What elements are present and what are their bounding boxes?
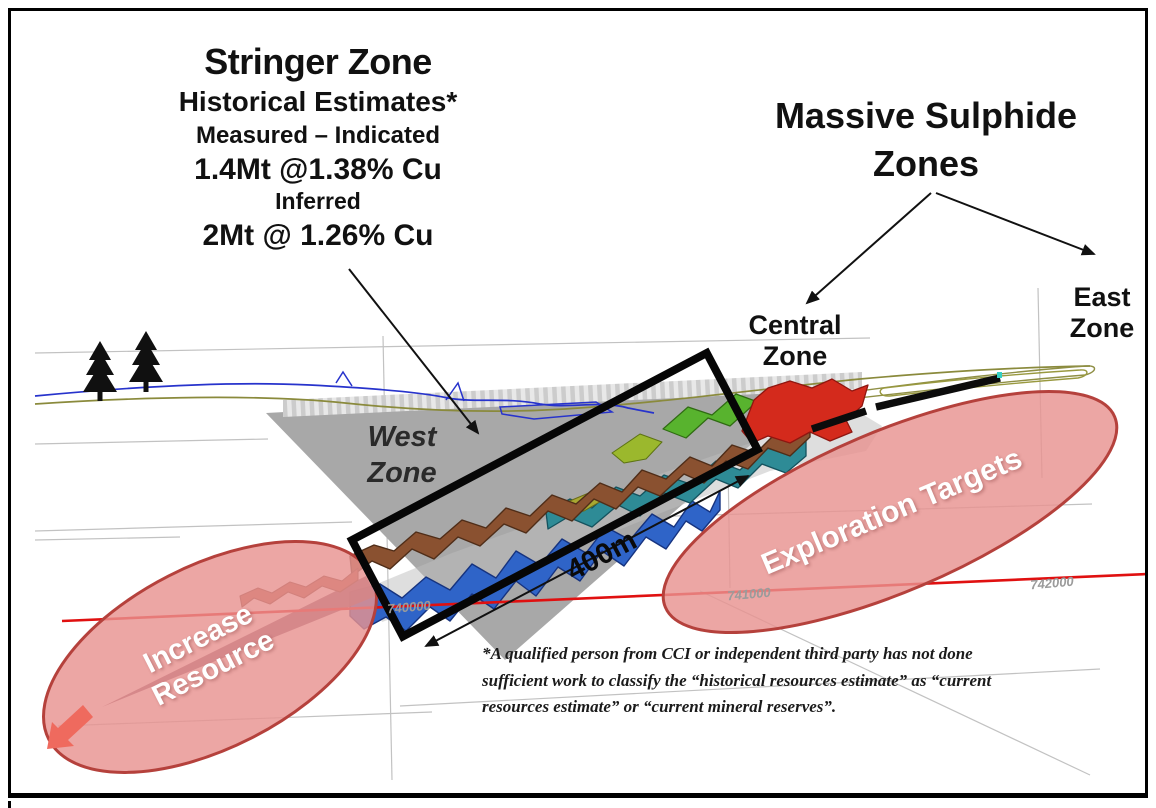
massive-sulphide-line2: Zones [872, 143, 980, 184]
disclaimer-line: resources estimate” or “current mineral … [482, 697, 837, 716]
drift-end-marker [997, 372, 1002, 378]
stringer-estimates-block: Stringer Zone Historical Estimates* Meas… [158, 41, 478, 252]
red-sulphide-body [741, 378, 869, 444]
annotation-arrows [348, 192, 1096, 647]
inferred-label: Inferred [275, 188, 361, 215]
qualified-person-disclaimer: *A qualified person from CCI or independ… [482, 641, 1027, 721]
stringer-subtitle: Historical Estimates* [178, 86, 458, 118]
increase-resource-arrow-icon [47, 705, 93, 749]
measured-indicated-value: 1.4Mt @1.38% Cu [194, 152, 442, 186]
massive-sulphide-line1: Massive Sulphide [774, 95, 1078, 136]
pit-crown-hatching [283, 372, 862, 417]
inferred-value: 2Mt @ 1.26% Cu [202, 218, 434, 252]
east-zone-label: East Zone [1069, 282, 1135, 343]
west-zone-label: West Zone [367, 421, 437, 489]
arrow-to-stringer-zone [348, 268, 480, 435]
scale-arrow [424, 475, 750, 647]
pine-tree-icon [129, 331, 163, 392]
arrow-to-central-zone [805, 192, 932, 305]
next-slide-frame-edge [8, 801, 11, 808]
measured-indicated-label: Measured – Indicated [195, 121, 441, 149]
pine-tree-icons [83, 331, 163, 401]
yellow-green-body [611, 433, 663, 464]
disclaimer-line: sufficient work to classify the “histori… [482, 670, 992, 690]
central-zone-label: Central Zone [748, 310, 842, 371]
massive-sulphide-heading: Massive Sulphide Zones [775, 92, 1077, 188]
disclaimer-line: *A qualified person from CCI or independ… [482, 644, 973, 663]
arrow-to-east-zone [935, 192, 1096, 256]
stringer-title: Stringer Zone [204, 41, 432, 82]
pine-tree-icon [83, 341, 117, 401]
drift-line [810, 374, 1001, 433]
